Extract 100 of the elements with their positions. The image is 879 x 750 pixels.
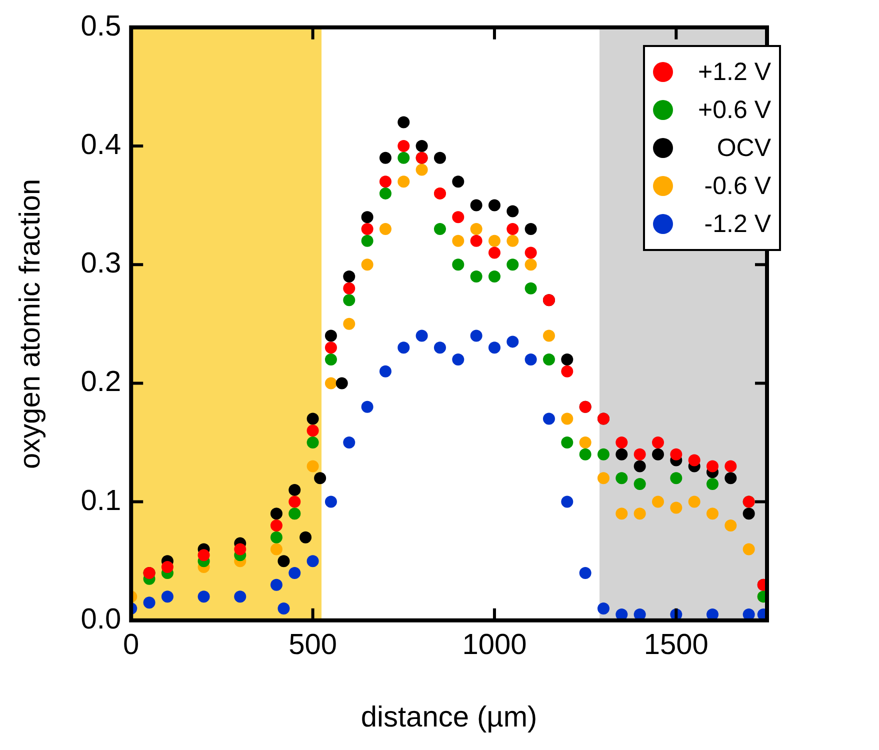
point <box>288 566 301 579</box>
y-tick-label: 0.1 <box>80 484 122 517</box>
point <box>652 448 664 460</box>
point <box>398 342 410 354</box>
point <box>670 502 682 514</box>
point <box>343 294 356 306</box>
x-axis-title: distance (µm) <box>360 702 538 734</box>
point <box>706 460 718 472</box>
point <box>379 187 392 200</box>
point <box>306 555 319 568</box>
point <box>288 496 301 508</box>
point <box>506 205 519 218</box>
point <box>634 508 646 520</box>
point <box>670 448 682 460</box>
point <box>234 590 246 603</box>
y-tick-label: 0.4 <box>80 129 122 161</box>
point <box>434 223 446 236</box>
point <box>324 496 337 508</box>
point <box>616 436 628 448</box>
legend-label: -1.2 V <box>704 210 771 239</box>
point <box>452 176 464 188</box>
point <box>288 484 301 496</box>
point <box>434 152 446 164</box>
point <box>198 590 210 603</box>
point <box>524 258 537 271</box>
point <box>524 353 537 366</box>
point <box>561 353 574 366</box>
point <box>324 353 337 366</box>
point <box>161 561 174 574</box>
point <box>542 353 555 366</box>
y-tick-label: 0.5 <box>80 10 122 42</box>
point <box>434 342 446 354</box>
point <box>579 436 592 448</box>
x-tick-label: 500 <box>288 628 337 661</box>
point <box>270 508 282 520</box>
legend-label: -0.6 V <box>704 172 771 201</box>
point <box>724 472 737 484</box>
point <box>300 531 312 544</box>
point <box>398 152 410 164</box>
point <box>343 318 356 330</box>
point <box>324 330 337 342</box>
point <box>524 246 537 259</box>
point <box>542 330 555 342</box>
point <box>579 566 592 579</box>
point <box>506 223 519 236</box>
point <box>361 211 374 224</box>
point <box>270 578 282 591</box>
y-axis-title: oxygen atomic fraction <box>14 178 46 469</box>
point <box>416 140 428 152</box>
point <box>488 246 500 259</box>
point <box>561 412 574 425</box>
point <box>416 330 428 342</box>
point <box>336 377 348 390</box>
point <box>652 436 664 448</box>
x-tick-label: 1500 <box>644 628 708 661</box>
point <box>688 496 700 508</box>
point <box>597 472 610 484</box>
point <box>270 520 282 532</box>
point <box>616 448 628 460</box>
point <box>324 342 337 354</box>
point <box>542 412 555 425</box>
point <box>688 454 700 466</box>
point <box>470 330 482 342</box>
y-tick-label: 0.3 <box>80 248 122 280</box>
point <box>706 508 718 520</box>
point <box>597 448 610 460</box>
point <box>343 282 356 294</box>
point <box>652 496 664 508</box>
point <box>361 258 374 271</box>
point <box>198 549 210 562</box>
point <box>488 270 500 282</box>
point <box>579 448 592 460</box>
point <box>234 543 246 556</box>
point <box>361 400 374 413</box>
point <box>270 543 282 556</box>
legend-label: +1.2 V <box>698 58 771 87</box>
point <box>724 520 737 532</box>
point <box>488 199 500 212</box>
point <box>278 602 290 615</box>
point <box>143 596 156 609</box>
point <box>470 234 482 247</box>
point <box>306 460 319 472</box>
point <box>670 472 682 484</box>
point <box>398 176 410 188</box>
point <box>470 199 482 212</box>
point <box>597 602 610 615</box>
point <box>506 234 519 247</box>
point <box>616 472 628 484</box>
point <box>634 460 646 472</box>
point <box>398 116 410 128</box>
point <box>379 152 392 164</box>
point <box>361 234 374 247</box>
point <box>506 258 519 271</box>
point <box>488 342 500 354</box>
point <box>561 496 574 508</box>
point <box>616 508 628 520</box>
point <box>452 211 464 224</box>
point <box>452 234 464 247</box>
point <box>343 436 356 448</box>
point <box>398 140 410 152</box>
